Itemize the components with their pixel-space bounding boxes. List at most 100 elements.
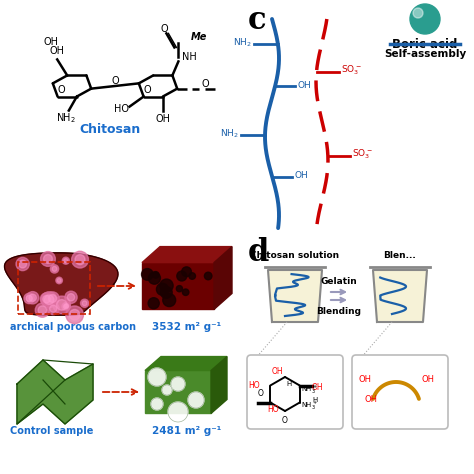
Circle shape [148, 298, 159, 309]
Circle shape [48, 294, 56, 302]
Polygon shape [17, 360, 93, 424]
Text: SO$_3^-$: SO$_3^-$ [352, 148, 373, 161]
Text: H: H [312, 397, 317, 403]
Polygon shape [214, 246, 232, 310]
Circle shape [40, 293, 53, 305]
Text: OH: OH [422, 375, 435, 384]
Circle shape [63, 302, 70, 309]
Circle shape [188, 392, 204, 408]
Text: O: O [258, 390, 264, 399]
Text: OH: OH [271, 366, 283, 375]
Circle shape [176, 285, 182, 292]
Text: HO: HO [267, 404, 279, 413]
Circle shape [160, 279, 173, 292]
Text: O: O [201, 79, 209, 89]
Circle shape [72, 251, 88, 268]
Circle shape [189, 273, 195, 279]
Polygon shape [142, 263, 214, 310]
Text: Boric acid: Boric acid [392, 38, 458, 51]
Text: OH: OH [312, 383, 324, 392]
Polygon shape [5, 253, 118, 315]
Circle shape [47, 303, 59, 315]
Text: SO$_3^-$: SO$_3^-$ [340, 64, 361, 77]
Circle shape [148, 368, 166, 386]
Circle shape [64, 304, 69, 308]
Circle shape [50, 264, 59, 273]
Circle shape [50, 305, 57, 312]
Circle shape [62, 257, 69, 264]
Circle shape [18, 260, 27, 268]
Circle shape [204, 272, 212, 280]
FancyArrowPatch shape [331, 290, 345, 294]
Polygon shape [211, 356, 227, 413]
Circle shape [82, 301, 87, 306]
Text: NH$_2$: NH$_2$ [56, 112, 76, 126]
Circle shape [46, 292, 59, 305]
Circle shape [16, 257, 29, 271]
Text: NH$_3^+$: NH$_3^+$ [301, 400, 318, 412]
Text: NH$_2$: NH$_2$ [220, 128, 239, 140]
Text: Self-assembly: Self-assembly [384, 49, 466, 59]
Circle shape [182, 289, 189, 295]
Circle shape [57, 279, 61, 283]
Polygon shape [145, 371, 211, 413]
Text: OH: OH [44, 37, 59, 47]
Circle shape [38, 306, 46, 314]
Text: Blen...: Blen... [383, 252, 416, 261]
Circle shape [171, 377, 185, 391]
Circle shape [65, 291, 77, 303]
Text: Gelatin: Gelatin [320, 277, 357, 286]
Text: NH: NH [182, 53, 197, 63]
Text: archical porous carbon: archical porous carbon [10, 322, 136, 332]
Circle shape [24, 293, 34, 304]
Text: NH$_3^+$: NH$_3^+$ [301, 384, 318, 396]
FancyBboxPatch shape [352, 355, 448, 429]
Circle shape [35, 303, 49, 317]
Circle shape [41, 252, 55, 266]
Circle shape [43, 295, 50, 303]
Text: 2481 m² g⁻¹: 2481 m² g⁻¹ [152, 426, 221, 436]
Circle shape [26, 295, 32, 301]
Text: O: O [282, 416, 288, 425]
Text: NH$_2$: NH$_2$ [233, 37, 252, 49]
Circle shape [153, 272, 159, 278]
Circle shape [75, 255, 85, 264]
Text: 3532 m² g⁻¹: 3532 m² g⁻¹ [152, 322, 221, 332]
Text: Control sample: Control sample [10, 426, 93, 436]
Text: Chitosan: Chitosan [79, 122, 141, 136]
Text: c: c [248, 5, 266, 36]
Circle shape [64, 259, 68, 263]
Circle shape [156, 283, 168, 295]
Circle shape [41, 292, 57, 308]
Text: H: H [286, 381, 292, 387]
Circle shape [182, 267, 191, 277]
Circle shape [62, 303, 70, 310]
Text: d: d [248, 237, 269, 268]
Circle shape [142, 269, 153, 280]
Circle shape [52, 266, 57, 272]
Circle shape [163, 294, 176, 307]
Text: OH: OH [359, 375, 372, 384]
Polygon shape [142, 246, 232, 263]
FancyBboxPatch shape [247, 355, 343, 429]
Circle shape [410, 4, 440, 34]
FancyArrowPatch shape [331, 298, 345, 302]
Circle shape [66, 306, 83, 324]
Text: Chitosan solution: Chitosan solution [250, 252, 339, 261]
Text: OH: OH [294, 171, 308, 180]
Circle shape [67, 293, 75, 301]
Polygon shape [268, 270, 322, 322]
Text: Blending: Blending [317, 308, 362, 317]
Circle shape [162, 385, 172, 395]
Circle shape [81, 299, 89, 307]
Text: OH: OH [50, 46, 64, 56]
Polygon shape [145, 356, 227, 371]
Text: OH: OH [155, 114, 170, 124]
Text: O: O [57, 85, 65, 95]
Circle shape [44, 255, 53, 264]
Circle shape [44, 295, 54, 304]
Text: O: O [161, 25, 168, 35]
Circle shape [53, 296, 71, 314]
Text: HO: HO [114, 103, 129, 114]
Circle shape [69, 310, 80, 320]
